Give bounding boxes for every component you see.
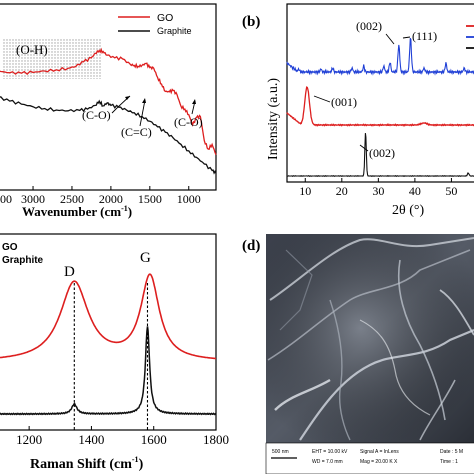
xrd-series-red bbox=[286, 86, 474, 127]
panel-c-xtick-label-1200: 1200 bbox=[16, 432, 42, 447]
panel-a-xlabel-tail: ) bbox=[128, 204, 132, 219]
panel-a-xlabel-main: Wavenumber (cm bbox=[22, 204, 121, 219]
annotation-co-2-arrowhead bbox=[192, 99, 196, 104]
panel-a-plot-frame bbox=[0, 3, 217, 191]
panel-c-xlabel-sup: -1 bbox=[132, 455, 139, 464]
panel-c-xtick-label-1600: 1600 bbox=[141, 432, 167, 447]
panel-a-xtick-label-3000: 3000 bbox=[21, 192, 45, 206]
panel-c-xlabel-main: Raman Shift (cm bbox=[30, 457, 132, 472]
panel-c-legend-go: GO bbox=[2, 242, 18, 253]
annotation-001-arrow bbox=[313, 95, 331, 103]
annotation-co-1: (C-O) bbox=[82, 108, 111, 122]
sem-info-signal: Signal A = InLens bbox=[360, 449, 399, 455]
annotation-co-2: (C-O) bbox=[174, 115, 203, 129]
panel-b-ylabel: Intensity (a.u.) bbox=[266, 78, 281, 160]
ftir-series-graphite bbox=[0, 96, 217, 175]
xrd-series-black bbox=[286, 133, 474, 177]
sem-info-wd: WD = 7.0 mm bbox=[312, 459, 343, 465]
panel-b-label: (b) bbox=[242, 14, 260, 30]
annotation-cc: (C=C) bbox=[121, 125, 152, 139]
panel-c-xtick-label-1800: 1800 bbox=[203, 432, 229, 447]
sem-info-time: Time : 1 bbox=[440, 459, 458, 465]
panel-c-xlabel: Raman Shift (cm-1) bbox=[30, 455, 144, 472]
annotation-002-bottom: (002) bbox=[369, 146, 395, 160]
panel-a-xtick-label-2500: 2500 bbox=[60, 192, 84, 206]
legend-go-label: GO bbox=[157, 12, 173, 24]
xrd-series-blue bbox=[286, 37, 474, 76]
panel-b-xtick-label-10: 10 bbox=[299, 184, 311, 198]
annotation-111-arrow bbox=[402, 36, 411, 39]
panel-a-xlabel: Wavenumber (cm-1) bbox=[22, 204, 132, 219]
panel-a-xlabel-sup: -1 bbox=[121, 204, 128, 213]
annotation-oh: (O-H) bbox=[16, 42, 48, 57]
annotation-002-bottom-arrow bbox=[359, 144, 369, 152]
annotation-cc-arrow bbox=[139, 99, 146, 127]
panel-b-plot-frame bbox=[286, 3, 474, 183]
panel-c-xtick-label-1400: 1400 bbox=[78, 432, 104, 447]
panel-c-plot-frame bbox=[0, 233, 217, 431]
panel-a-xtick-label-fragment: 00 bbox=[0, 192, 12, 206]
annotation-cc-arrowhead bbox=[142, 98, 146, 103]
panel-a-xtick-label-1500: 1500 bbox=[138, 192, 162, 206]
sem-info-eht: EHT = 10.00 kV bbox=[312, 449, 348, 455]
panel-c-legend-graphite: Graphite bbox=[2, 255, 44, 266]
annotation-111: (111) bbox=[412, 29, 437, 43]
sem-info-date: Date : 5 M bbox=[440, 449, 463, 455]
annotation-001: (001) bbox=[331, 95, 357, 109]
panel-b-xtick-label-50: 50 bbox=[445, 184, 457, 198]
panel-a-xtick-label-1000: 1000 bbox=[177, 192, 201, 206]
panel-b-xtick-label-30: 30 bbox=[372, 184, 384, 198]
sem-info-bar bbox=[265, 442, 474, 474]
raman-series-go bbox=[0, 273, 216, 360]
peak-label-g: G bbox=[140, 250, 151, 266]
panel-b-xtick-label-40: 40 bbox=[409, 184, 421, 198]
legend-graphite-label: Graphite bbox=[157, 26, 192, 36]
annotation-002-top: (002) bbox=[356, 19, 382, 33]
ftir-series-go bbox=[0, 47, 217, 155]
annotation-002-top-arrow bbox=[385, 33, 395, 45]
sem-micrograph bbox=[266, 234, 474, 443]
panel-b-xtick-label-20: 20 bbox=[336, 184, 348, 198]
panel-b-xlabel: 2θ (°) bbox=[392, 203, 424, 218]
panel-c-xlabel-tail: ) bbox=[139, 457, 144, 472]
annotation-co-1-arrowhead bbox=[125, 96, 130, 100]
sem-info-mag: Mag = 20.00 K X bbox=[360, 459, 398, 465]
panel-d-label: (d) bbox=[242, 238, 260, 254]
sem-scale-label: 500 nm bbox=[272, 449, 289, 455]
peak-label-d: D bbox=[64, 264, 75, 280]
panel-a-xtick-label-2000: 2000 bbox=[99, 192, 123, 206]
raman-series-graphite bbox=[0, 326, 217, 416]
